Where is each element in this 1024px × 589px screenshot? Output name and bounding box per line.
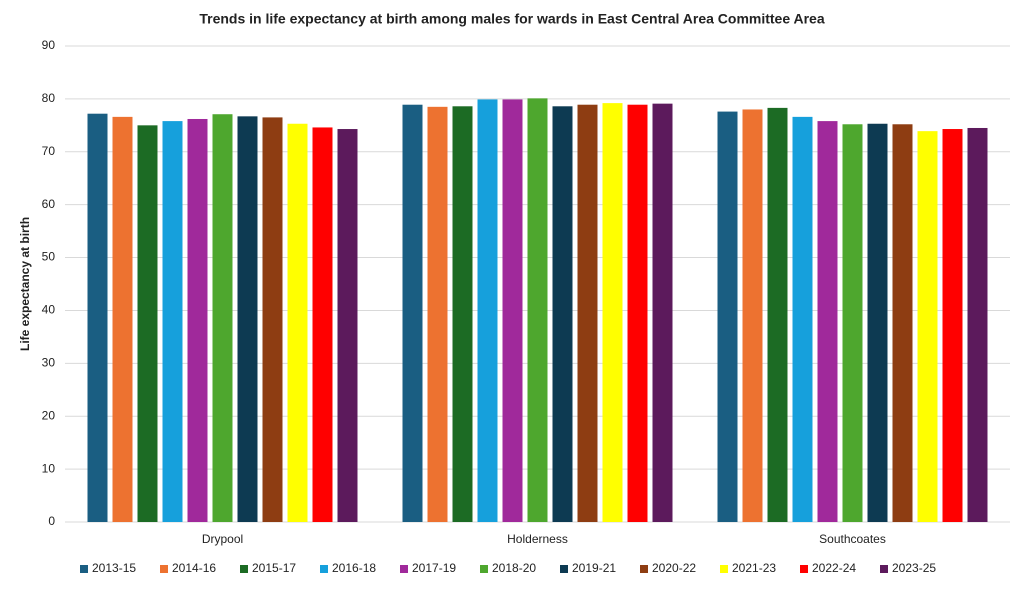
bar (112, 116, 133, 523)
legend-swatch (480, 565, 488, 573)
legend-label: 2015-17 (252, 561, 296, 575)
bar (502, 99, 523, 522)
y-axis-label: Life expectancy at birth (18, 217, 32, 351)
legend-label: 2019-21 (572, 561, 616, 575)
bar (842, 124, 863, 522)
legend-swatch (640, 565, 648, 573)
legend-label: 2018-20 (492, 561, 536, 575)
legend-label: 2022-24 (812, 561, 856, 575)
legend-swatch (400, 565, 408, 573)
bar (312, 127, 333, 523)
bar (742, 109, 763, 522)
y-tick-label: 10 (42, 461, 56, 475)
y-tick-label: 0 (48, 514, 55, 528)
bar (942, 129, 963, 522)
bar (602, 103, 623, 523)
bar (967, 127, 988, 522)
legend-label: 2013-15 (92, 561, 136, 575)
bar (627, 104, 648, 522)
legend-swatch (800, 565, 808, 573)
bar (477, 99, 498, 522)
x-tick-label: Southcoates (819, 532, 886, 546)
x-tick-label: Holderness (507, 532, 568, 546)
bar (427, 106, 448, 523)
legend-label: 2014-16 (172, 561, 216, 575)
y-tick-label: 40 (42, 303, 56, 317)
legend-label: 2023-25 (892, 561, 936, 575)
bar (817, 121, 838, 522)
y-tick-label: 70 (42, 144, 56, 158)
bar (717, 111, 738, 523)
bar (262, 117, 283, 523)
legend-swatch (880, 565, 888, 573)
bar (867, 123, 888, 522)
bar (212, 114, 233, 522)
bar (87, 113, 108, 522)
y-tick-label: 20 (42, 408, 56, 422)
bar (892, 124, 913, 522)
legend-swatch (80, 565, 88, 573)
bar (287, 123, 308, 522)
bar (162, 121, 183, 522)
bar (577, 104, 598, 522)
bar (402, 104, 423, 522)
bar (187, 118, 208, 522)
legend-swatch (720, 565, 728, 573)
bar (527, 98, 548, 523)
y-tick-label: 60 (42, 197, 56, 211)
bar (552, 106, 573, 522)
bar (652, 103, 673, 522)
legend-label: 2016-18 (332, 561, 376, 575)
legend-swatch (560, 565, 568, 573)
legend-label: 2017-19 (412, 561, 456, 575)
legend-swatch (160, 565, 168, 573)
legend-swatch (320, 565, 328, 573)
bar (452, 106, 473, 522)
bar (237, 116, 258, 522)
legend-label: 2020-22 (652, 561, 696, 575)
chart-title: Trends in life expectancy at birth among… (199, 11, 824, 27)
bar (337, 129, 358, 522)
bar (792, 116, 813, 523)
x-tick-label: Drypool (202, 532, 243, 546)
legend-label: 2021-23 (732, 561, 776, 575)
legend-swatch (240, 565, 248, 573)
bar (137, 125, 158, 522)
y-tick-label: 90 (42, 38, 56, 52)
y-tick-label: 30 (42, 356, 56, 370)
y-tick-label: 50 (42, 250, 56, 264)
bar (917, 131, 938, 522)
bar (767, 107, 788, 522)
y-tick-label: 80 (42, 91, 56, 105)
